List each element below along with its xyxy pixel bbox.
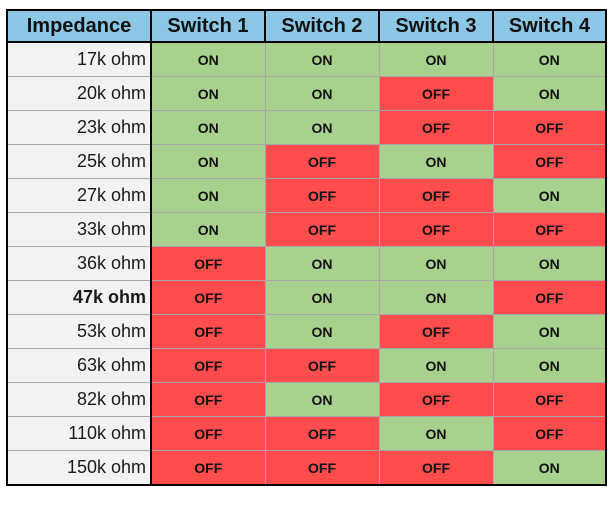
switch-4-state-cell: OFF — [492, 382, 607, 417]
switch-3-state-cell: OFF — [378, 382, 494, 417]
switch-1-state-cell: OFF — [150, 280, 266, 315]
switch-2-state-cell: ON — [264, 41, 380, 77]
table-row: 27k ohm ON OFF OFF ON — [6, 178, 607, 213]
switch-3-state-cell: OFF — [378, 450, 494, 486]
switch-1-state-cell: OFF — [150, 382, 266, 417]
switch-3-state-cell: OFF — [378, 178, 494, 213]
table-row: 33k ohm ON OFF OFF OFF — [6, 212, 607, 247]
switch-4-state-cell: OFF — [492, 280, 607, 315]
switch-4-state-cell: ON — [492, 76, 607, 111]
header-switch-2: Switch 2 — [264, 9, 380, 43]
switch-2-state-cell: OFF — [264, 178, 380, 213]
table-row: 23k ohm ON ON OFF OFF — [6, 110, 607, 145]
switch-4-state-cell: OFF — [492, 144, 607, 179]
header-switch-1: Switch 1 — [150, 9, 266, 43]
table-row: 47k ohm OFF ON ON OFF — [6, 280, 607, 315]
switch-1-state-cell: ON — [150, 41, 266, 77]
impedance-cell: 25k ohm — [6, 144, 152, 179]
switch-1-state-cell: OFF — [150, 416, 266, 451]
switch-4-state-cell: OFF — [492, 212, 607, 247]
switch-1-state-cell: ON — [150, 212, 266, 247]
impedance-cell: 63k ohm — [6, 348, 152, 383]
impedance-cell: 47k ohm — [6, 280, 152, 315]
impedance-cell: 33k ohm — [6, 212, 152, 247]
impedance-cell: 36k ohm — [6, 246, 152, 281]
switch-3-state-cell: OFF — [378, 110, 494, 145]
impedance-cell: 17k ohm — [6, 41, 152, 77]
impedance-cell: 53k ohm — [6, 314, 152, 349]
impedance-cell: 20k ohm — [6, 76, 152, 111]
table-row: 25k ohm ON OFF ON OFF — [6, 144, 607, 179]
switch-1-state-cell: OFF — [150, 246, 266, 281]
table-row: 110k ohm OFF OFF ON OFF — [6, 416, 607, 451]
switch-4-state-cell: OFF — [492, 416, 607, 451]
switch-3-state-cell: ON — [378, 144, 494, 179]
switch-3-state-cell: ON — [378, 416, 494, 451]
switch-3-state-cell: OFF — [378, 76, 494, 111]
switch-4-state-cell: ON — [492, 246, 607, 281]
impedance-cell: 23k ohm — [6, 110, 152, 145]
header-impedance: Impedance — [6, 9, 152, 43]
switch-4-state-cell: ON — [492, 178, 607, 213]
switch-2-state-cell: ON — [264, 314, 380, 349]
switch-2-state-cell: OFF — [264, 212, 380, 247]
impedance-cell: 27k ohm — [6, 178, 152, 213]
table-row: 63k ohm OFF OFF ON ON — [6, 348, 607, 383]
switch-4-state-cell: ON — [492, 450, 607, 486]
switch-3-state-cell: OFF — [378, 212, 494, 247]
switch-4-state-cell: OFF — [492, 110, 607, 145]
switch-4-state-cell: ON — [492, 41, 607, 77]
header-row: Impedance Switch 1 Switch 2 Switch 3 Swi… — [6, 9, 607, 43]
switch-1-state-cell: ON — [150, 110, 266, 145]
switch-1-state-cell: OFF — [150, 348, 266, 383]
switch-2-state-cell: ON — [264, 110, 380, 145]
switch-2-state-cell: ON — [264, 280, 380, 315]
table-row: 36k ohm OFF ON ON ON — [6, 246, 607, 281]
switch-3-state-cell: ON — [378, 280, 494, 315]
table-row: 82k ohm OFF ON OFF OFF — [6, 382, 607, 417]
switch-1-state-cell: ON — [150, 144, 266, 179]
switch-2-state-cell: ON — [264, 246, 380, 281]
switch-2-state-cell: OFF — [264, 144, 380, 179]
switch-3-state-cell: ON — [378, 246, 494, 281]
header-switch-4: Switch 4 — [492, 9, 607, 43]
impedance-cell: 110k ohm — [6, 416, 152, 451]
switch-3-state-cell: ON — [378, 348, 494, 383]
switch-2-state-cell: OFF — [264, 450, 380, 486]
switch-1-state-cell: ON — [150, 76, 266, 111]
table-row: 20k ohm ON ON OFF ON — [6, 76, 607, 111]
header-switch-3: Switch 3 — [378, 9, 494, 43]
impedance-cell: 82k ohm — [6, 382, 152, 417]
switch-2-state-cell: OFF — [264, 416, 380, 451]
impedance-switch-table-container: Impedance Switch 1 Switch 2 Switch 3 Swi… — [6, 9, 607, 486]
switch-4-state-cell: ON — [492, 348, 607, 383]
table-body: 17k ohm ON ON ON ON 20k ohm ON ON OFF ON 23k ohm ON… — [6, 41, 607, 486]
switch-3-state-cell: OFF — [378, 314, 494, 349]
switch-4-state-cell: ON — [492, 314, 607, 349]
switch-1-state-cell: OFF — [150, 450, 266, 486]
table-row: 150k ohm OFF OFF OFF ON — [6, 450, 607, 486]
switch-2-state-cell: ON — [264, 76, 380, 111]
switch-1-state-cell: OFF — [150, 314, 266, 349]
switch-2-state-cell: ON — [264, 382, 380, 417]
switch-3-state-cell: ON — [378, 41, 494, 77]
table-row: 53k ohm OFF ON OFF ON — [6, 314, 607, 349]
impedance-cell: 150k ohm — [6, 450, 152, 486]
impedance-switch-table: Impedance Switch 1 Switch 2 Switch 3 Swi… — [6, 9, 607, 486]
switch-2-state-cell: OFF — [264, 348, 380, 383]
table-row: 17k ohm ON ON ON ON — [6, 41, 607, 77]
switch-1-state-cell: ON — [150, 178, 266, 213]
